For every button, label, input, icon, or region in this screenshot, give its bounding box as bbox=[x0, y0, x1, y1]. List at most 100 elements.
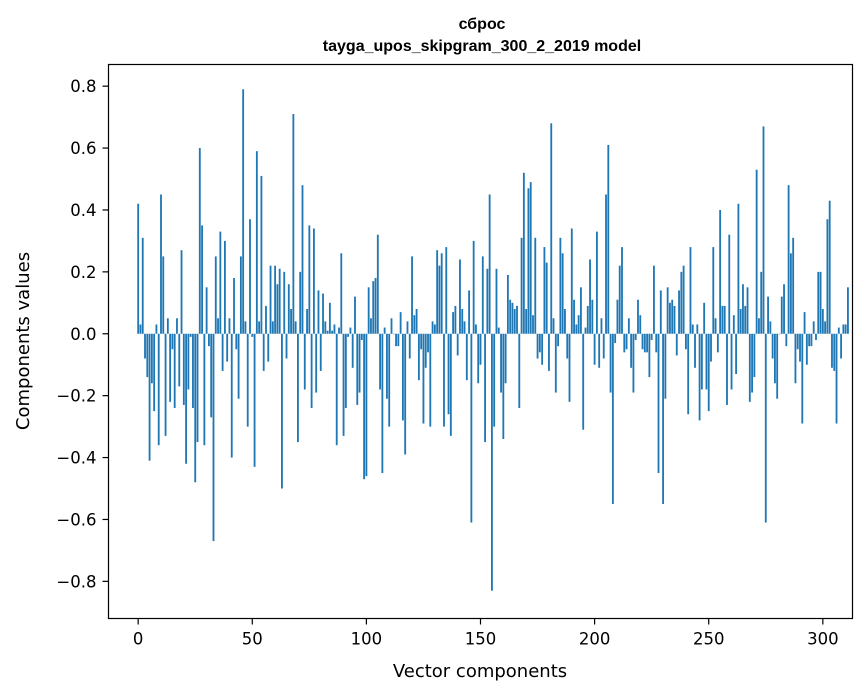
bar-7 bbox=[153, 333, 156, 412]
bar-260 bbox=[730, 333, 733, 390]
bar-172 bbox=[529, 182, 532, 334]
bar-54 bbox=[260, 175, 263, 334]
bar-258 bbox=[726, 333, 728, 405]
y-tick-label: 0.4 bbox=[70, 201, 96, 220]
y-tick-label: −0.6 bbox=[56, 510, 96, 529]
bar-142 bbox=[461, 309, 464, 334]
bar-270 bbox=[753, 333, 756, 378]
bar-44 bbox=[237, 333, 240, 399]
bar-171 bbox=[527, 188, 530, 334]
bar-251 bbox=[710, 333, 712, 362]
bar-58 bbox=[269, 265, 272, 334]
bar-88 bbox=[338, 327, 340, 334]
bar-90 bbox=[342, 333, 345, 436]
bar-151 bbox=[481, 256, 484, 334]
bar-130 bbox=[433, 324, 436, 334]
bar-13 bbox=[166, 318, 169, 334]
bar-106 bbox=[379, 333, 381, 390]
bar-250 bbox=[707, 333, 710, 412]
bar-301 bbox=[824, 321, 827, 334]
bar-256 bbox=[721, 305, 724, 334]
bar-219 bbox=[637, 299, 639, 334]
bar-30 bbox=[205, 287, 208, 334]
bar-25 bbox=[194, 333, 197, 483]
bar-141 bbox=[459, 259, 461, 334]
bar-299 bbox=[819, 271, 822, 334]
bar-40 bbox=[228, 318, 231, 334]
x-axis-ticks: 0 50 100 150 200 250 300 bbox=[133, 618, 839, 649]
bar-296 bbox=[812, 321, 815, 334]
bar-153 bbox=[486, 268, 489, 334]
bar-285 bbox=[787, 185, 790, 334]
bar-159 bbox=[500, 333, 502, 393]
bar-119 bbox=[408, 333, 411, 359]
bar-94 bbox=[351, 333, 354, 368]
bar-20 bbox=[182, 333, 185, 405]
bar-207 bbox=[609, 333, 612, 393]
bar-147 bbox=[472, 240, 475, 334]
x-tick-label: 250 bbox=[693, 630, 725, 649]
bar-99 bbox=[363, 333, 366, 480]
bar-233 bbox=[669, 302, 671, 334]
bar-216 bbox=[630, 333, 633, 368]
bar-157 bbox=[495, 268, 498, 334]
bar-27 bbox=[198, 148, 201, 334]
bar-155 bbox=[491, 333, 493, 591]
bar-248 bbox=[703, 302, 706, 334]
bar-19 bbox=[180, 250, 183, 334]
y-axis-ticks: −0.8 −0.6 −0.4 −0.2 0.0 0.2 0.4 0.6 0.8 bbox=[56, 77, 109, 591]
bar-134 bbox=[443, 333, 445, 427]
bar-61 bbox=[276, 284, 279, 334]
y-tick-label: 0.2 bbox=[70, 263, 96, 282]
bar-254 bbox=[716, 333, 719, 353]
bar-2 bbox=[141, 237, 144, 334]
bar-77 bbox=[312, 228, 315, 334]
bar-145 bbox=[468, 290, 471, 334]
bar-291 bbox=[801, 333, 804, 424]
bar-176 bbox=[538, 333, 541, 353]
bar-98 bbox=[360, 333, 363, 340]
bar-79 bbox=[317, 290, 320, 334]
bar-247 bbox=[700, 333, 703, 390]
bar-229 bbox=[659, 290, 662, 334]
bar-290 bbox=[799, 333, 801, 362]
bar-15 bbox=[171, 333, 174, 350]
bar-104 bbox=[374, 278, 377, 334]
bar-21 bbox=[185, 333, 188, 464]
bar-234 bbox=[671, 299, 674, 334]
bar-293 bbox=[805, 333, 808, 365]
bar-124 bbox=[420, 333, 423, 350]
bar-261 bbox=[732, 315, 735, 334]
bar-185 bbox=[559, 237, 562, 334]
x-tick-label: 300 bbox=[807, 630, 839, 649]
x-tick-label: 50 bbox=[242, 630, 263, 649]
bar-156 bbox=[493, 333, 496, 427]
bar-80 bbox=[319, 333, 322, 371]
bar-129 bbox=[431, 321, 434, 334]
bar-208 bbox=[611, 333, 614, 504]
bar-241 bbox=[687, 333, 690, 415]
bar-8 bbox=[155, 324, 158, 334]
bar-23 bbox=[189, 333, 192, 337]
bar-191 bbox=[573, 299, 575, 334]
bar-85 bbox=[331, 330, 334, 334]
bar-186 bbox=[561, 253, 564, 334]
bar-236 bbox=[675, 333, 678, 356]
bars-group bbox=[137, 89, 849, 591]
bar-75 bbox=[308, 225, 311, 334]
bar-84 bbox=[328, 302, 331, 334]
bar-188 bbox=[566, 333, 569, 359]
bar-53 bbox=[258, 321, 261, 334]
bar-144 bbox=[465, 333, 468, 381]
bar-24 bbox=[192, 333, 194, 409]
bar-102 bbox=[370, 318, 372, 334]
bar-174 bbox=[534, 237, 537, 334]
bar-4 bbox=[146, 333, 149, 378]
bar-73 bbox=[303, 333, 306, 390]
bar-275 bbox=[764, 333, 767, 523]
bar-140 bbox=[456, 333, 459, 356]
bar-180 bbox=[548, 333, 550, 371]
bar-168 bbox=[520, 237, 523, 334]
bar-10 bbox=[160, 194, 162, 334]
bar-309 bbox=[842, 324, 845, 334]
